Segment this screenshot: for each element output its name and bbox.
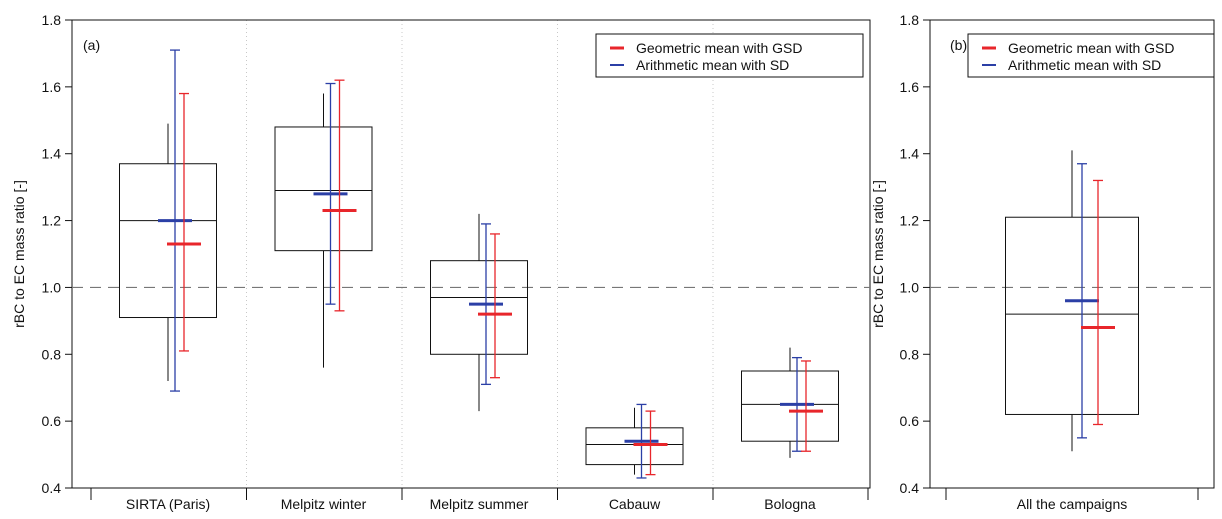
legend-label: Geometric mean with GSD [636,40,803,56]
y-tick-label: 1.8 [42,12,62,28]
y-axis-label: rBC to EC mass ratio [-] [870,180,886,328]
y-tick-label: 1.4 [42,146,62,162]
y-axis-label: rBC to EC mass ratio [-] [11,180,27,328]
y-tick-label: 1.0 [900,279,920,295]
y-tick-label: 0.4 [42,480,62,496]
y-tick-label: 0.6 [900,413,920,429]
y-tick-label: 1.2 [42,213,62,229]
y-tick-label: 1.4 [900,146,920,162]
y-tick-label: 0.6 [42,413,62,429]
box [274,126,373,252]
panel-a: 0.4 0.6 0.8 1.0 1.2 1.4 1.6 1.8 rBC to EC mass r… [11,12,871,512]
panel-label: (a) [83,37,100,53]
y-tick-label: 1.6 [42,79,62,95]
x-tick-label: Cabauw [609,496,661,512]
y-tick-label: 1.6 [900,79,920,95]
x-tick-label: Bologna [764,496,816,512]
box [430,260,528,355]
box [585,427,684,466]
panel-label: (b) [950,37,967,53]
x-tick-label: All the campaigns [1017,496,1128,512]
box [741,370,839,442]
y-tick-label: 0.8 [900,346,920,362]
box [119,163,217,319]
x-tick-label: Melpitz summer [430,496,529,512]
y-tick-label: 1.2 [900,213,920,229]
panel-b: 0.4 0.6 0.8 1.0 1.2 1.4 1.6 1.8 rBC to EC mass r… [870,12,1215,512]
legend-label: Arithmetic mean with SD [636,57,789,73]
y-tick-label: 1.8 [900,12,920,28]
plot-frame [71,19,871,489]
legend-box [595,33,864,78]
y-tick-label: 1.0 [42,279,62,295]
x-tick-label: SIRTA (Paris) [126,496,210,512]
legend-box [967,33,1215,78]
box [1005,216,1139,415]
legend-label: Arithmetic mean with SD [1008,57,1161,73]
plot-frame [929,19,1215,489]
y-tick-label: 0.8 [42,346,62,362]
x-tick-label: Melpitz winter [281,496,367,512]
y-tick-label: 0.4 [900,480,920,496]
legend-label: Geometric mean with GSD [1008,40,1175,56]
